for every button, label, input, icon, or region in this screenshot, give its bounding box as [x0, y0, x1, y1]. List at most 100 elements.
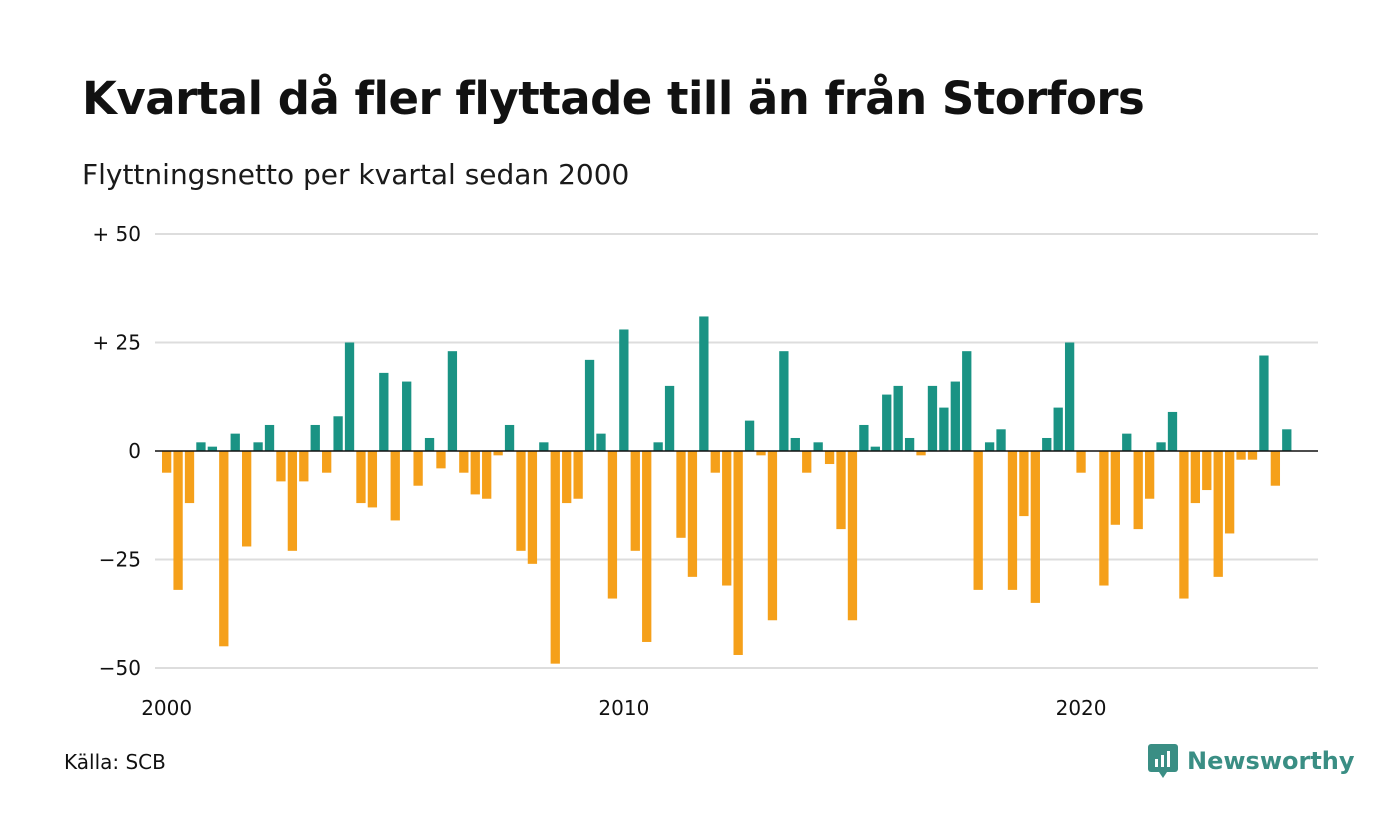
- bar[interactable]: [173, 451, 183, 590]
- bar[interactable]: [1156, 442, 1166, 451]
- bar[interactable]: [1282, 429, 1292, 451]
- bar[interactable]: [196, 442, 206, 451]
- bar[interactable]: [699, 316, 709, 451]
- bar[interactable]: [1110, 451, 1120, 525]
- bar[interactable]: [744, 420, 755, 451]
- bar[interactable]: [1099, 451, 1109, 586]
- bar[interactable]: [767, 451, 778, 621]
- bar[interactable]: [1247, 451, 1258, 460]
- bar[interactable]: [1030, 451, 1040, 603]
- bar[interactable]: [264, 424, 275, 451]
- bar[interactable]: [859, 424, 869, 451]
- bar[interactable]: [310, 424, 320, 451]
- bar[interactable]: [802, 451, 812, 473]
- bar[interactable]: [413, 451, 423, 486]
- bar[interactable]: [607, 451, 618, 599]
- bar[interactable]: [322, 451, 332, 473]
- bar[interactable]: [379, 372, 389, 451]
- bar[interactable]: [1259, 355, 1269, 451]
- bar[interactable]: [390, 451, 400, 521]
- bar[interactable]: [1167, 411, 1178, 451]
- bar[interactable]: [939, 407, 949, 451]
- bar[interactable]: [253, 442, 263, 451]
- bar[interactable]: [516, 451, 526, 551]
- bar[interactable]: [573, 451, 583, 499]
- bar[interactable]: [1144, 451, 1155, 499]
- bar[interactable]: [1179, 451, 1189, 599]
- bar[interactable]: [1076, 451, 1086, 473]
- source-note: Källa: SCB: [64, 750, 166, 774]
- bar[interactable]: [436, 451, 446, 469]
- bar[interactable]: [333, 416, 343, 451]
- bar[interactable]: [642, 451, 652, 642]
- bar[interactable]: [424, 437, 435, 451]
- bar[interactable]: [847, 451, 858, 621]
- bar[interactable]: [927, 385, 938, 451]
- bar[interactable]: [824, 451, 835, 465]
- bar[interactable]: [973, 451, 983, 590]
- bar[interactable]: [984, 442, 995, 451]
- bar[interactable]: [596, 433, 606, 451]
- bar[interactable]: [916, 451, 926, 456]
- bar[interactable]: [950, 381, 960, 451]
- bar[interactable]: [676, 451, 686, 538]
- bar[interactable]: [1122, 433, 1132, 451]
- bar[interactable]: [230, 433, 240, 451]
- bar[interactable]: [1236, 451, 1246, 460]
- bar[interactable]: [836, 451, 846, 530]
- bar[interactable]: [1224, 451, 1235, 534]
- bar[interactable]: [790, 437, 800, 451]
- bar[interactable]: [482, 451, 492, 499]
- bar[interactable]: [996, 429, 1006, 451]
- bar[interactable]: [162, 451, 172, 473]
- bar[interactable]: [367, 451, 378, 508]
- bar[interactable]: [722, 451, 732, 586]
- bar[interactable]: [287, 451, 298, 551]
- bar[interactable]: [504, 424, 515, 451]
- bar[interactable]: [539, 442, 549, 451]
- bar[interactable]: [1042, 437, 1052, 451]
- bar[interactable]: [962, 351, 972, 451]
- bar[interactable]: [459, 451, 469, 473]
- bar[interactable]: [1053, 407, 1063, 451]
- bar[interactable]: [619, 329, 629, 451]
- bar[interactable]: [733, 451, 743, 655]
- bar[interactable]: [219, 451, 229, 647]
- bar[interactable]: [207, 446, 218, 451]
- bar[interactable]: [1270, 451, 1281, 486]
- bar[interactable]: [1007, 451, 1018, 590]
- bar[interactable]: [904, 437, 915, 451]
- bar[interactable]: [402, 381, 412, 451]
- bar[interactable]: [687, 451, 698, 577]
- bar[interactable]: [813, 442, 823, 451]
- bar[interactable]: [882, 394, 892, 451]
- bar[interactable]: [447, 351, 458, 451]
- bar[interactable]: [1133, 451, 1143, 530]
- bar[interactable]: [344, 342, 355, 452]
- bar[interactable]: [584, 359, 595, 451]
- bar[interactable]: [356, 451, 366, 504]
- bar[interactable]: [1064, 342, 1075, 452]
- bar[interactable]: [893, 385, 903, 451]
- bar[interactable]: [1213, 451, 1223, 577]
- bar[interactable]: [630, 451, 640, 551]
- bar[interactable]: [664, 385, 675, 451]
- bar[interactable]: [756, 451, 766, 456]
- bar[interactable]: [242, 451, 252, 547]
- bar[interactable]: [299, 451, 309, 482]
- bar[interactable]: [562, 451, 572, 504]
- bar[interactable]: [550, 451, 560, 664]
- bar[interactable]: [779, 351, 789, 451]
- bar[interactable]: [184, 451, 195, 504]
- bar[interactable]: [1202, 451, 1212, 491]
- bar[interactable]: [527, 451, 538, 564]
- bar[interactable]: [1019, 451, 1029, 517]
- bar[interactable]: [493, 451, 503, 456]
- bar[interactable]: [470, 451, 480, 495]
- bar[interactable]: [1190, 451, 1200, 504]
- bar[interactable]: [870, 446, 880, 451]
- brand-logo[interactable]: Newsworthy: [1148, 744, 1355, 778]
- bar[interactable]: [710, 451, 720, 473]
- bar[interactable]: [276, 451, 286, 482]
- bar[interactable]: [653, 442, 663, 451]
